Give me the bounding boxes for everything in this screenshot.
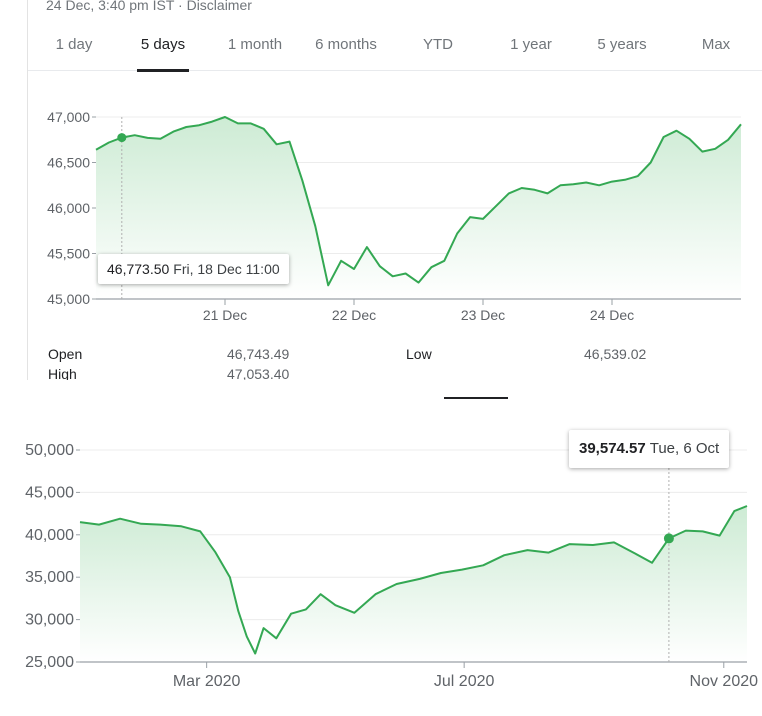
bottom-chart-tooltip: 39,574.57 Tue, 6 Oct [569,430,730,468]
tab-1-month[interactable]: 1 month [227,36,283,53]
tab-1-day[interactable]: 1 day [55,36,93,53]
price-line [79,505,748,655]
tooltip-value: 46,773.50 [107,261,170,277]
x-tick-label: 23 Dec [461,307,505,323]
highlight-point [663,533,674,544]
y-tick-label: 40,000 [25,527,74,544]
stat-open-label: Open [48,346,83,362]
tooltip-value: 39,574.57 [579,440,646,457]
area-fill [96,117,741,299]
y-tick-label: 35,000 [25,569,74,586]
tab-6-months[interactable]: 6 months [315,36,377,53]
x-tick-label: 22 Dec [332,307,376,323]
highlight-point [117,133,127,143]
y-tick-label: 25,000 [25,654,74,671]
stat-high-value: 47,053.40 [227,366,290,380]
y-tick-label: 45,000 [25,484,74,501]
tab-max[interactable]: Max [701,36,731,53]
x-tick-label: Mar 2020 [173,673,241,690]
x-tick-label: 21 Dec [203,307,247,323]
x-tick-label: Jul 2020 [434,673,495,690]
tooltip-date: Tue, 6 Oct [649,440,720,457]
top-chart-panel: 24 Dec, 3:40 pm IST · Disclaimer 1 day 5… [27,0,762,380]
tab-ytd[interactable]: YTD [423,36,453,53]
y-tick-label: 47,000 [47,109,90,125]
stat-low-label: Low [406,346,432,362]
x-tick-label: Nov 2020 [690,673,759,690]
year-price-chart[interactable]: 25,000 30,000 35,000 40,000 45,000 50,000 Mar … [0,404,762,716]
y-tick-label: 45,500 [47,246,90,262]
x-tick-label: 24 Dec [590,307,634,323]
y-tick-label: 46,500 [47,155,90,171]
tab-5-days[interactable]: 5 days [137,24,189,72]
stat-low-value: 46,539.02 [584,346,647,362]
five-day-price-chart[interactable]: 45,000 45,500 46,000 46,500 47,000 21 Dec 22 D… [28,71,762,341]
price-line [95,116,742,287]
stat-open-value: 46,743.49 [227,346,290,362]
stat-high-label: High [48,366,77,380]
area-fill [80,506,747,662]
tooltip-date: Fri, 18 Dec 11:00 [173,261,280,277]
y-tick-label: 50,000 [25,442,74,459]
tab-1-year[interactable]: 1 year [510,36,552,53]
y-tick-label: 46,000 [47,200,90,216]
tab-indicator [444,397,508,399]
timestamp-disclaimer[interactable]: 24 Dec, 3:40 pm IST · Disclaimer [46,0,252,13]
top-chart-tooltip: 46,773.50 Fri, 18 Dec 11:00 [98,254,289,284]
range-tabs: 1 day 5 days 1 month 6 months YTD 1 year… [28,24,762,72]
tab-5-years[interactable]: 5 years [597,36,647,53]
y-tick-label: 30,000 [25,612,74,629]
y-tick-label: 45,000 [47,291,90,307]
